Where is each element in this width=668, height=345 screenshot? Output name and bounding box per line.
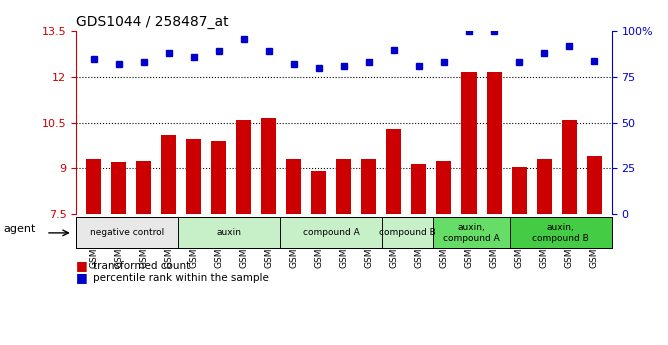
Bar — [411, 164, 426, 214]
Bar — [186, 139, 201, 214]
Text: auxin,
compound A: auxin, compound A — [443, 223, 500, 243]
Bar — [211, 141, 226, 214]
Bar — [587, 156, 602, 214]
Text: negative control: negative control — [90, 228, 164, 237]
Bar — [111, 162, 126, 214]
Bar — [337, 159, 351, 214]
Bar — [436, 161, 452, 214]
Bar — [236, 120, 251, 214]
Text: transformed count: transformed count — [93, 261, 190, 271]
Bar — [136, 161, 151, 214]
Text: agent: agent — [3, 225, 35, 235]
Text: percentile rank within the sample: percentile rank within the sample — [93, 273, 269, 283]
Bar — [311, 171, 327, 214]
Text: auxin: auxin — [216, 228, 242, 237]
Text: compound A: compound A — [303, 228, 359, 237]
Bar — [261, 118, 277, 214]
Bar — [361, 159, 376, 214]
Text: GDS1044 / 258487_at: GDS1044 / 258487_at — [76, 15, 228, 29]
Bar — [287, 159, 301, 214]
Text: compound B: compound B — [379, 228, 436, 237]
Bar — [161, 135, 176, 214]
Bar — [386, 129, 401, 214]
Bar — [462, 72, 476, 214]
Text: ■: ■ — [76, 259, 88, 272]
Bar — [536, 159, 552, 214]
Bar — [486, 72, 502, 214]
Bar — [86, 159, 101, 214]
Text: ■: ■ — [76, 271, 88, 284]
Bar — [512, 167, 526, 214]
Text: auxin,
compound B: auxin, compound B — [532, 223, 589, 243]
Bar — [562, 120, 576, 214]
